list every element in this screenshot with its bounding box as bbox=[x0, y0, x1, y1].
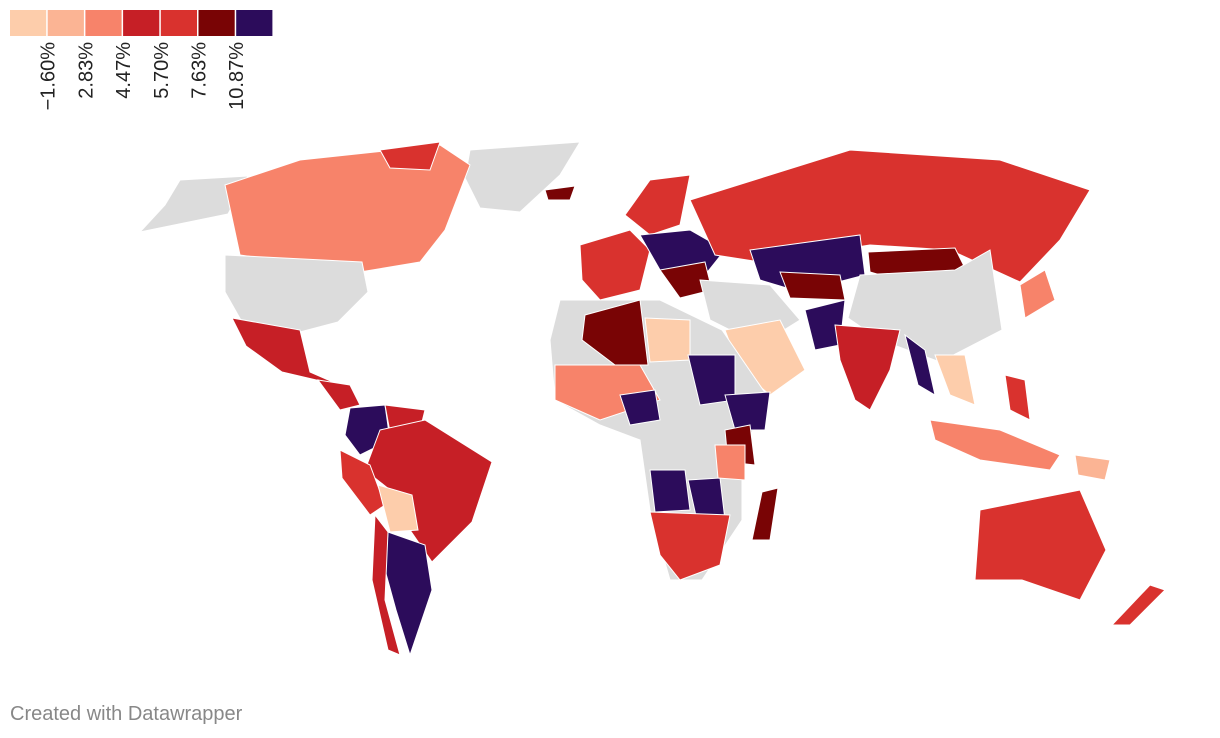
central-asia bbox=[779, 271, 846, 301]
new-zealand bbox=[1110, 584, 1166, 626]
india bbox=[834, 324, 901, 411]
scandinavia bbox=[624, 174, 691, 236]
canada bbox=[224, 144, 471, 273]
tanzania bbox=[714, 444, 746, 481]
usa bbox=[224, 254, 369, 333]
angola bbox=[649, 469, 691, 513]
libya bbox=[644, 317, 691, 363]
australia bbox=[974, 489, 1107, 601]
legend-label: 2.83% bbox=[75, 42, 97, 99]
legend-label: 4.47% bbox=[113, 42, 135, 99]
mexico bbox=[231, 317, 343, 387]
legend-label: 10.87% bbox=[226, 42, 248, 110]
legend-swatch bbox=[10, 10, 47, 36]
southern-africa bbox=[649, 511, 731, 581]
peru bbox=[339, 449, 386, 516]
nigeria bbox=[619, 389, 661, 426]
indonesia bbox=[929, 419, 1061, 471]
myanmar bbox=[904, 333, 936, 397]
papua bbox=[1074, 454, 1111, 481]
canada-islands bbox=[379, 141, 441, 171]
legend-label: −1.60% bbox=[38, 42, 60, 111]
legend-swatch bbox=[123, 10, 160, 36]
chile bbox=[371, 513, 401, 656]
central-america bbox=[316, 379, 361, 411]
alaska bbox=[138, 175, 249, 233]
footer-credit: Created with Datawrapper bbox=[10, 703, 243, 725]
world-map bbox=[138, 141, 1166, 657]
legend-swatch bbox=[198, 10, 235, 36]
legend-label: 5.70% bbox=[151, 42, 173, 99]
madagascar bbox=[751, 487, 779, 541]
legend-swatch bbox=[236, 10, 273, 36]
philippines bbox=[1004, 374, 1031, 421]
legend-swatch bbox=[47, 10, 84, 36]
iceland bbox=[544, 185, 576, 201]
legend-swatch bbox=[85, 10, 122, 36]
japan bbox=[1019, 269, 1056, 319]
bolivia bbox=[377, 484, 419, 533]
western-europe bbox=[579, 229, 651, 301]
legend-swatch bbox=[160, 10, 197, 36]
greenland bbox=[464, 141, 581, 213]
southeast-asia bbox=[934, 354, 976, 406]
legend: −1.60% 2.83% 4.47% 5.70% 7.63% 10.87% bbox=[10, 10, 273, 111]
ethiopia bbox=[724, 391, 771, 431]
legend-label: 7.63% bbox=[189, 42, 211, 99]
